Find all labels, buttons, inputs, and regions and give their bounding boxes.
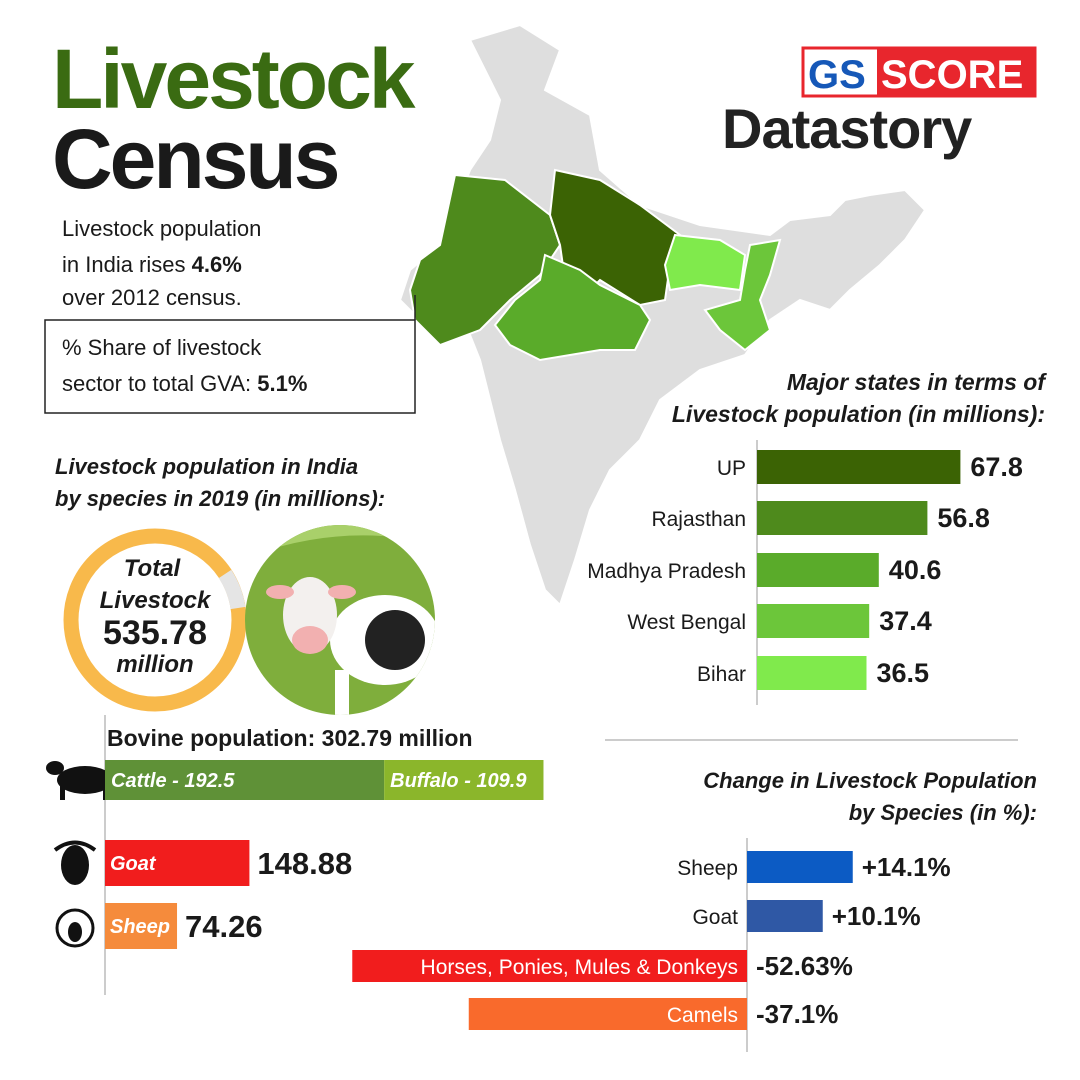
value-label: 67.8 [970, 452, 1023, 482]
value-label: 40.6 [889, 555, 942, 585]
value-label: 36.5 [877, 658, 930, 688]
category-label: West Bengal [627, 611, 746, 634]
title: Livestock [52, 32, 416, 126]
category-label: UP [717, 457, 746, 480]
cattle-icon [46, 761, 113, 800]
cow-illustration [245, 525, 435, 715]
total-label: Total [124, 555, 182, 582]
bar [757, 656, 867, 690]
category-label: Horses, Ponies, Mules & Donkeys [421, 956, 738, 979]
brand-right: SCORE [881, 53, 1023, 97]
chart-title: by Species (in %): [849, 800, 1037, 825]
value-label: -37.1% [756, 999, 838, 1029]
total-donut [63, 528, 247, 712]
chart-title: Major states in terms of [787, 369, 1048, 395]
fact-text: in India rises [62, 252, 186, 277]
category-label: Goat [110, 853, 157, 875]
fact-text: sector to total GVA: [62, 371, 251, 396]
fact-text: sector to total GVA: 5.1% [62, 371, 307, 396]
fact-box [44, 319, 416, 414]
category-label: Camels [667, 1004, 738, 1027]
chart-title: Livestock population (in millions): [672, 401, 1045, 427]
bar-segment [384, 760, 544, 800]
category-label: Madhya Pradesh [587, 560, 746, 583]
value-label: +10.1% [832, 901, 921, 931]
bar [468, 998, 747, 1030]
fact-text: % Share of livestock [62, 335, 262, 360]
total-value: 535.78 [103, 614, 207, 652]
goat-icon [53, 840, 97, 885]
brand-sub: Datastory [722, 97, 972, 160]
category-label: Sheep [677, 857, 738, 880]
fact-figure: 4.6% [192, 252, 242, 277]
title: Census [52, 112, 338, 206]
fact-text: Livestock population [62, 216, 261, 241]
category-label: Goat [692, 906, 738, 929]
fact-figure: 5.1% [257, 371, 307, 396]
sheep-icon [55, 908, 95, 948]
segment-label: Buffalo - 109.9 [390, 770, 527, 792]
bar [747, 900, 823, 932]
chart-title: Change in Livestock Population [703, 768, 1037, 793]
category-label: Bihar [697, 663, 746, 686]
value-label: -52.63% [756, 951, 853, 981]
value-label: 74.26 [185, 909, 263, 944]
fact-text: over 2012 census. [62, 285, 242, 310]
bar [352, 950, 747, 982]
total-unit: million [116, 651, 193, 678]
bar [747, 851, 853, 883]
bar [757, 553, 879, 587]
total-label: Livestock [100, 587, 212, 614]
category-label: Rajasthan [651, 508, 746, 531]
bar [757, 450, 961, 484]
section-heading: by species in 2019 (in millions): [55, 486, 385, 511]
segment-label: Cattle - 192.5 [111, 770, 235, 792]
value-label: +14.1% [862, 852, 951, 882]
chart-title: Bovine population: 302.79 million [107, 725, 473, 751]
brand-left: GS [808, 53, 866, 97]
india-map [398, 23, 927, 607]
value-label: 37.4 [879, 606, 932, 636]
value-label: 148.88 [257, 846, 352, 881]
bar [105, 840, 250, 886]
fact-text: in India rises 4.6% [62, 252, 242, 277]
bar-segment [105, 760, 385, 800]
bar [757, 604, 870, 638]
brand-logo: GS SCORE Datastory [722, 46, 1037, 160]
bar [105, 903, 178, 949]
category-label: Sheep [110, 916, 170, 938]
bar [757, 501, 928, 535]
section-heading: Livestock population in India [55, 454, 358, 479]
value-label: 56.8 [937, 503, 990, 533]
